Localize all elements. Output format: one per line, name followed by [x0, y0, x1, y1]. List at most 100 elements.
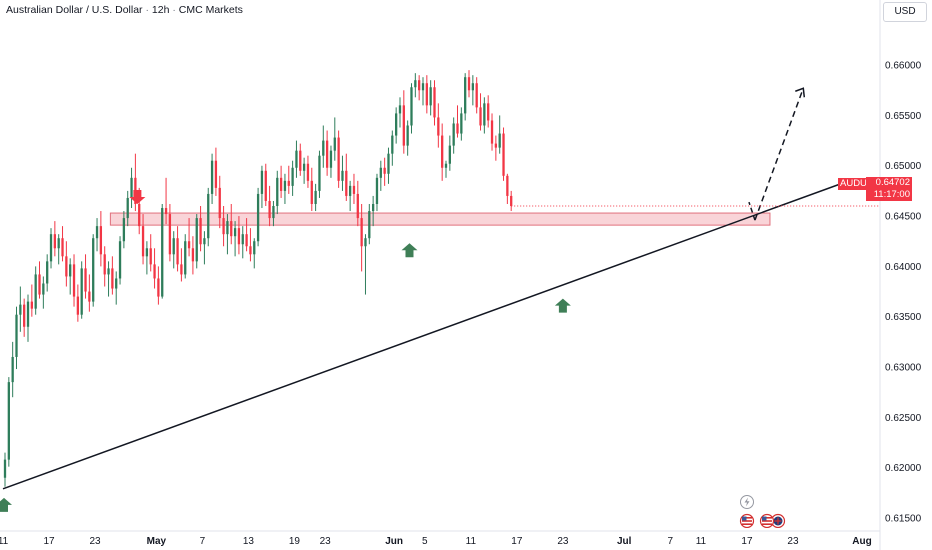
arrow-up-marker[interactable] — [401, 243, 418, 258]
candle-body[interactable] — [506, 175, 509, 196]
candle-body[interactable] — [207, 193, 210, 239]
interval-label[interactable]: 12h — [151, 4, 170, 16]
candle-body[interactable] — [157, 278, 160, 297]
candle-body[interactable] — [191, 248, 195, 262]
candle-body[interactable] — [306, 163, 310, 181]
candle-body[interactable] — [226, 221, 229, 235]
candle-body[interactable] — [72, 264, 76, 297]
candle-body[interactable] — [92, 238, 95, 302]
candle-body[interactable] — [510, 195, 513, 207]
arrow-down-marker[interactable] — [129, 190, 146, 205]
candle-body[interactable] — [364, 238, 367, 247]
candle-body[interactable] — [19, 304, 22, 315]
candle-body[interactable] — [65, 256, 68, 277]
candle-body[interactable] — [107, 268, 110, 275]
candle-body[interactable] — [7, 382, 10, 460]
candle-body[interactable] — [241, 234, 244, 245]
candle-body[interactable] — [456, 123, 459, 134]
candle-body[interactable] — [88, 291, 91, 302]
candle-body[interactable] — [356, 193, 359, 219]
candle-body[interactable] — [187, 241, 191, 249]
candle-body[interactable] — [421, 83, 425, 91]
candle-body[interactable] — [475, 83, 478, 108]
candle-body[interactable] — [118, 241, 122, 279]
candle-body[interactable] — [237, 228, 241, 245]
candle-body[interactable] — [210, 160, 214, 194]
candle-body[interactable] — [348, 185, 352, 196]
candle-body[interactable] — [490, 120, 494, 144]
candle-body[interactable] — [352, 185, 356, 194]
candle-body[interactable] — [410, 87, 413, 126]
candle-body[interactable] — [245, 234, 248, 247]
candle-body[interactable] — [391, 135, 394, 154]
candle-body[interactable] — [371, 203, 375, 212]
candle-body[interactable] — [164, 208, 168, 215]
candle-body[interactable] — [84, 268, 87, 292]
candle-body[interactable] — [383, 167, 386, 174]
candle-body[interactable] — [471, 83, 474, 91]
candle-body[interactable] — [487, 103, 490, 121]
candle-body[interactable] — [256, 193, 260, 242]
candle-body[interactable] — [325, 140, 329, 168]
candle-body[interactable] — [341, 170, 344, 181]
candle-body[interactable] — [425, 83, 428, 106]
candle-body[interactable] — [253, 241, 256, 255]
us-flag-icon[interactable] — [739, 513, 755, 529]
arrow-up-marker[interactable] — [0, 497, 12, 512]
candle-body[interactable] — [141, 226, 145, 257]
candle-body[interactable] — [145, 248, 149, 257]
candle-body[interactable] — [268, 200, 271, 219]
candle-body[interactable] — [483, 103, 486, 126]
candle-body[interactable] — [122, 218, 126, 242]
candle-body[interactable] — [291, 167, 294, 186]
arrow-up-marker[interactable] — [554, 298, 571, 313]
candle-body[interactable] — [153, 264, 156, 279]
ascending-trendline[interactable] — [2, 178, 855, 490]
candle-body[interactable] — [222, 218, 225, 235]
candle-body[interactable] — [437, 117, 440, 136]
candle-body[interactable] — [368, 211, 371, 239]
candle-body[interactable] — [76, 296, 80, 315]
candle-body[interactable] — [276, 177, 279, 207]
candle-body[interactable] — [161, 208, 164, 297]
candle-body[interactable] — [279, 177, 283, 191]
candle-body[interactable] — [230, 221, 233, 237]
candle-body[interactable] — [69, 264, 72, 277]
candle-body[interactable] — [23, 304, 26, 327]
candle-body[interactable] — [30, 301, 33, 309]
candle-body[interactable] — [318, 155, 321, 191]
candle-body[interactable] — [103, 254, 106, 275]
candle-body[interactable] — [322, 140, 325, 156]
candle-body[interactable] — [184, 241, 187, 275]
candle-body[interactable] — [168, 214, 172, 255]
candle-body[interactable] — [115, 278, 118, 289]
candle-body[interactable] — [61, 238, 64, 257]
candle-body[interactable] — [345, 170, 348, 196]
candle-body[interactable] — [460, 113, 463, 134]
candle-body[interactable] — [360, 218, 363, 247]
candle-body[interactable] — [314, 190, 317, 204]
candle-body[interactable] — [329, 150, 333, 168]
candle-body[interactable] — [264, 170, 267, 201]
candle-body[interactable] — [444, 163, 448, 168]
candle-body[interactable] — [130, 177, 133, 198]
candle-body[interactable] — [95, 226, 99, 239]
candle-body[interactable] — [429, 87, 432, 106]
candle-body[interactable] — [233, 228, 237, 237]
candle-body[interactable] — [15, 314, 18, 357]
candle-body[interactable] — [272, 206, 275, 219]
projection-arrow[interactable] — [754, 87, 805, 221]
candle-body[interactable] — [467, 77, 471, 91]
candle-body[interactable] — [283, 180, 287, 191]
candle-body[interactable] — [260, 170, 264, 194]
candle-body[interactable] — [3, 459, 7, 478]
candle-body[interactable] — [218, 187, 221, 219]
candle-body[interactable] — [448, 145, 451, 164]
candle-body[interactable] — [138, 203, 141, 227]
candle-body[interactable] — [80, 268, 83, 315]
candle-body[interactable] — [406, 125, 409, 146]
candle-body[interactable] — [46, 261, 49, 284]
candle-body[interactable] — [414, 80, 417, 88]
candle-body[interactable] — [337, 137, 340, 181]
candle-body[interactable] — [53, 234, 57, 249]
